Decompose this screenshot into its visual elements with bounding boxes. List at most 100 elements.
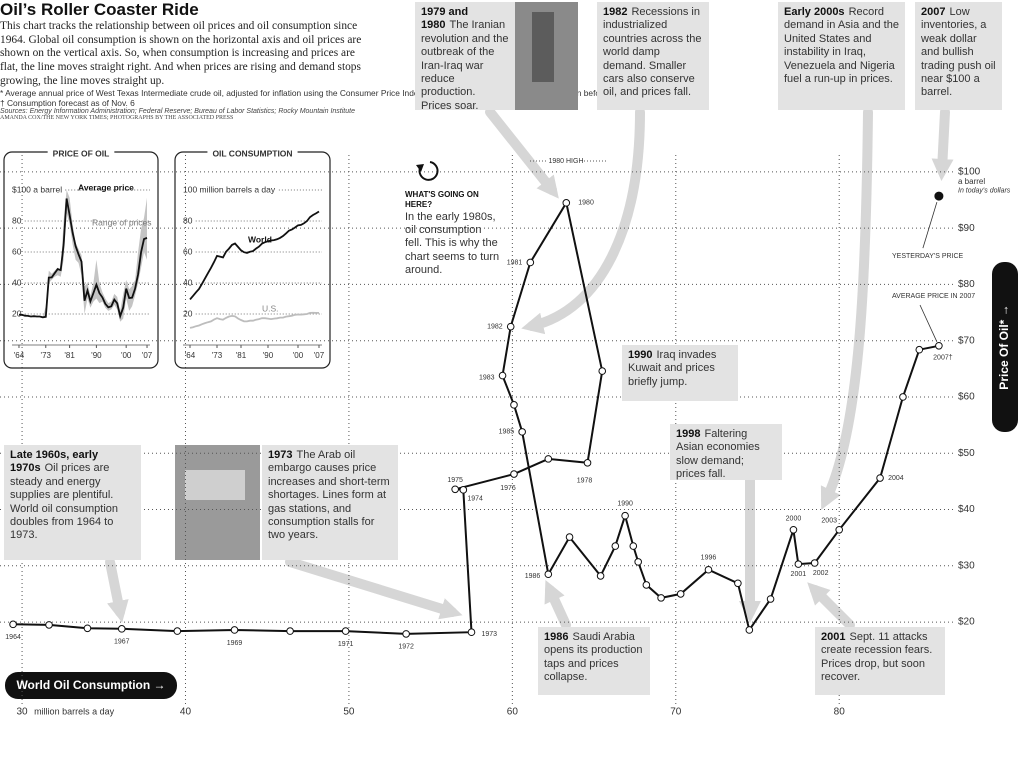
year-point	[9, 620, 17, 629]
year-point	[467, 628, 476, 637]
annotation-text: The Arab oil embargo causes price increa…	[268, 449, 390, 542]
x-tick-label: 70	[670, 707, 682, 718]
x-tick-label: 60	[507, 707, 519, 718]
annotation-title: Late 1960s, early 1970s	[10, 449, 99, 475]
y-tick-label: $40	[958, 504, 975, 515]
x-tick-label: '64	[14, 351, 25, 360]
annotation: 1986 Saudi Arabia opens its production ta…	[538, 627, 650, 695]
callout-arrow	[105, 557, 129, 623]
year-point	[766, 595, 775, 603]
year-point	[498, 371, 507, 380]
year-point	[518, 428, 526, 436]
year-label: 1969	[227, 640, 243, 647]
annotation-text: Faltering Asian economies slow demand; p…	[676, 428, 760, 481]
x-tick-label: '90	[91, 351, 102, 360]
x-tick-label: '07	[314, 351, 325, 360]
year-point	[704, 565, 713, 574]
title: Oil’s Roller Coaster Ride	[0, 0, 199, 19]
year-point	[794, 560, 803, 568]
year-label: 1985	[499, 429, 515, 436]
source: Sources: Energy Information Administrati…	[0, 108, 355, 116]
series-line	[189, 210, 320, 300]
leader-line	[922, 201, 938, 249]
legend-label: World	[248, 234, 272, 244]
year-label: 1975	[447, 477, 463, 484]
y-tick-label: 40	[12, 277, 22, 287]
year-point	[915, 345, 924, 354]
x-title-pill	[5, 672, 177, 699]
year-label: 1973	[481, 631, 497, 638]
y-tick-label: 40	[183, 277, 193, 287]
year-point	[510, 470, 518, 478]
footnote: * Average annual price of West Texas Int…	[0, 88, 631, 99]
year-label: 1967	[114, 639, 130, 646]
year-point	[544, 455, 553, 463]
annotation-text: Sept. 11 attacks create recession fears.…	[821, 631, 933, 684]
y-tick-label: $100 a barrel	[12, 184, 62, 194]
yesterday-label: YESTERDAY'S PRICE	[892, 253, 964, 260]
y-tick-label: 20	[183, 308, 193, 318]
x-tick-label: '00	[121, 351, 132, 360]
year-point	[642, 581, 651, 589]
annotation-text: Record demand in Asia and the United Sta…	[784, 6, 899, 86]
year-label: 1972	[398, 644, 414, 651]
year-point	[598, 367, 607, 375]
y-tick-label: 80	[12, 215, 22, 225]
year-label: 1978	[577, 478, 593, 485]
annotation-title: 1990	[628, 349, 653, 361]
year-label: 1980	[578, 200, 594, 207]
annotation-text: In the early 1980s, oil consumption fell…	[405, 210, 500, 277]
x-tick-label: 30	[17, 707, 29, 718]
year-point	[935, 341, 943, 350]
callout-arrow	[544, 579, 571, 630]
year-point	[676, 590, 685, 598]
x-tick-label: '81	[64, 351, 75, 360]
y-unit-note: In today's dollars	[958, 188, 1011, 195]
year-point	[596, 572, 605, 580]
year-point	[876, 474, 884, 482]
callout-arrow	[807, 582, 855, 630]
y-tick-label: 60	[183, 246, 193, 256]
year-point	[459, 486, 468, 494]
year-point	[83, 624, 92, 633]
photo-figure	[532, 12, 554, 82]
year-point	[286, 627, 294, 635]
high-label: 1980 HIGH	[548, 158, 583, 165]
x-tick-label: '90	[263, 351, 274, 360]
year-label: 1976	[500, 485, 516, 492]
y-title-pill	[992, 262, 1018, 432]
subtitle: This chart tracks the relationship betwe…	[0, 20, 362, 87]
year-label: 1982	[487, 323, 503, 330]
legend-label: Range of prices	[92, 217, 152, 227]
x-tick-label: '00	[293, 351, 304, 360]
annotation: 2007 Low inventories, a weak dollar and b…	[915, 2, 1002, 110]
callout-arrows	[105, 107, 954, 630]
year-point	[789, 525, 798, 534]
annotation: 1998 Faltering Asian economies slow deman…	[670, 424, 782, 480]
year-point	[230, 626, 239, 634]
callout-arrow	[521, 107, 645, 335]
annotation: Early 2000s Record demand in Asia and the…	[778, 2, 905, 110]
photo-detail	[185, 470, 245, 500]
year-point	[402, 630, 410, 638]
x-axis-label: million barrels a day	[34, 706, 115, 716]
callout-arrow	[931, 107, 954, 181]
year-point	[341, 627, 350, 635]
annotation-text: Saudi Arabia opens its production taps a…	[544, 631, 643, 684]
price-range-band	[19, 190, 147, 322]
photo-gas-station	[175, 445, 260, 560]
legend-label: Average price	[78, 182, 134, 192]
year-label: 2003	[821, 518, 837, 525]
year-label: 1990	[617, 501, 633, 508]
footnote-2: † Consumption forecast as of Nov. 6	[0, 98, 135, 109]
year-point	[611, 542, 620, 550]
annotation-title: 1998	[676, 428, 701, 440]
year-point	[510, 401, 518, 409]
year-label: 2001	[791, 571, 807, 578]
year-label: 2000	[786, 516, 802, 523]
y-tick-label: $30	[958, 560, 975, 571]
callout-arrow	[285, 557, 463, 620]
x-tick-label: '73	[212, 351, 223, 360]
series-line	[18, 198, 148, 320]
